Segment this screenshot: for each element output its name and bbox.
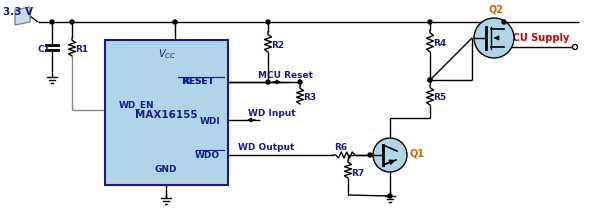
Text: ̅R̅E̅S̅E̅T̅: ̅R̅E̅S̅E̅T̅ (182, 77, 214, 87)
Text: WDO: WDO (195, 150, 220, 160)
Circle shape (266, 20, 270, 24)
Circle shape (173, 20, 177, 24)
Text: RESET: RESET (182, 77, 214, 87)
Text: Q1: Q1 (409, 148, 424, 158)
Circle shape (428, 78, 432, 82)
Text: R4: R4 (433, 39, 446, 49)
Text: C1: C1 (37, 45, 50, 54)
FancyBboxPatch shape (105, 40, 228, 185)
Circle shape (428, 78, 432, 82)
Polygon shape (15, 7, 30, 25)
Text: MAX16155: MAX16155 (135, 110, 197, 120)
Circle shape (50, 20, 54, 24)
Text: WDI: WDI (199, 118, 220, 127)
Text: R1: R1 (75, 46, 88, 54)
Text: R5: R5 (433, 93, 446, 103)
Circle shape (298, 80, 302, 84)
Text: $V_{CC}$: $V_{CC}$ (158, 47, 176, 61)
Circle shape (428, 20, 432, 24)
Text: R3: R3 (303, 92, 316, 101)
Text: GND: GND (155, 165, 177, 174)
Text: WD Output: WD Output (238, 143, 294, 153)
Text: WD_EN: WD_EN (119, 100, 155, 110)
Text: MCU Supply: MCU Supply (502, 33, 569, 43)
Text: R7: R7 (351, 169, 364, 177)
Circle shape (502, 20, 506, 24)
Circle shape (573, 45, 577, 50)
Text: R6: R6 (335, 142, 348, 151)
Circle shape (266, 80, 270, 84)
Text: Q2: Q2 (488, 5, 504, 15)
Circle shape (388, 194, 392, 198)
Circle shape (368, 153, 372, 157)
Text: R2: R2 (271, 41, 284, 50)
Circle shape (474, 18, 514, 58)
Text: 3.3 V: 3.3 V (3, 7, 33, 17)
Circle shape (70, 20, 74, 24)
Text: MCU Reset: MCU Reset (258, 70, 313, 80)
Text: WD Input: WD Input (248, 108, 296, 118)
Circle shape (373, 138, 407, 172)
